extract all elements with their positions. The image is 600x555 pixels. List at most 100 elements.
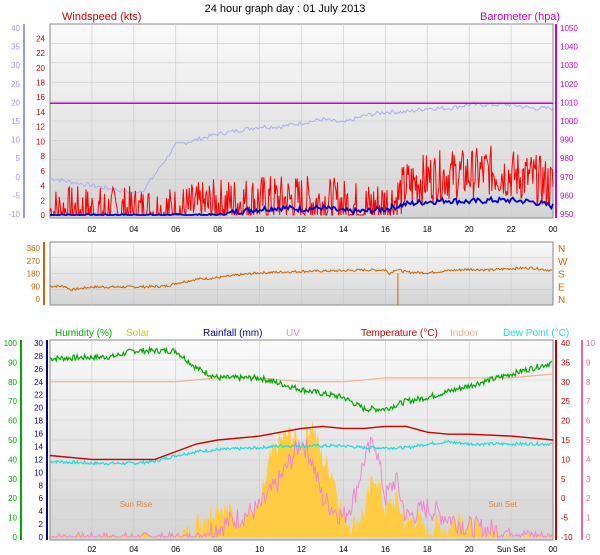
uv-tick: 8 [586, 378, 591, 387]
rain-tick: 18 [34, 417, 43, 426]
uv-tick: 4 [586, 455, 591, 464]
uv-tick: 10 [586, 339, 595, 348]
humidity-tick: 20 [8, 494, 17, 503]
dir-tick: 180 [27, 270, 41, 279]
uv-tick: 9 [586, 358, 591, 367]
baro-tick: 980 [560, 154, 574, 163]
wind-outer-tick: 20 [11, 98, 20, 107]
humidity-tick: 30 [8, 475, 17, 484]
humidity-line [49, 345, 553, 414]
x-tick-bottom: 14 [339, 545, 348, 554]
baro-tick: 990 [560, 136, 574, 145]
rain-tick: 20 [34, 404, 43, 413]
wind-tick: 16 [36, 93, 45, 102]
x-tick-top: 14 [339, 225, 348, 234]
rain-tick: 30 [34, 339, 43, 348]
baro-tick: 1050 [560, 24, 578, 33]
x-tick-top: 02 [87, 225, 96, 234]
rain-tick: 22 [34, 391, 43, 400]
wind-tick: 22 [36, 49, 45, 58]
x-tick-top: 06 [171, 225, 180, 234]
temp-tick: 30 [561, 378, 570, 387]
compass-label: N [558, 295, 565, 306]
wind-tick: 4 [41, 182, 46, 191]
rain-tick: 0 [39, 533, 44, 542]
rain-tick: 6 [39, 494, 44, 503]
baro-tick: 1020 [560, 80, 578, 89]
wind-tick: 20 [36, 64, 45, 73]
rain-tick: 26 [34, 365, 43, 374]
compass-label: N [558, 244, 565, 255]
temp-tick: 5 [561, 475, 566, 484]
x-tick-top: 12 [297, 225, 306, 234]
humidity-tick: 100 [4, 339, 18, 348]
rain-tick: 12 [34, 455, 43, 464]
temp-tick: 35 [561, 358, 570, 367]
wind-tick: 12 [36, 123, 45, 132]
wind-outer-tick: 5 [16, 154, 21, 163]
baro-tick: 1000 [560, 117, 578, 126]
wind-outer-tick: 25 [11, 80, 20, 89]
x-tick-top: 16 [381, 225, 390, 234]
wind-tick: 2 [41, 196, 46, 205]
legend-item: Humidity (%) [55, 328, 112, 339]
temp-tick: 20 [561, 417, 570, 426]
wind-outer-tick: 30 [11, 61, 20, 70]
uv-tick: 2 [586, 494, 591, 503]
x-tick-bottom: 06 [171, 545, 180, 554]
baro-tick: 970 [560, 173, 574, 182]
dir-tick: 90 [31, 282, 40, 291]
baro-axis-title: Barometer (hpa) [480, 11, 560, 23]
humidity-tick: 90 [8, 358, 17, 367]
dir-line [49, 266, 553, 292]
x-tick-bottom: 08 [213, 545, 222, 554]
baro-tick: 1030 [560, 61, 578, 70]
x-tick-bottom: 20 [465, 545, 474, 554]
rain-tick: 10 [34, 468, 43, 477]
baro-tick: 950 [560, 210, 574, 219]
rain-tick: 28 [34, 352, 43, 361]
chart-title: 24 hour graph day : 01 July 2013 [205, 3, 366, 15]
wind-outer-tick: 15 [11, 117, 20, 126]
rain-tick: 2 [39, 520, 44, 529]
humidity-tick: 50 [8, 436, 17, 445]
wind-tick: 14 [36, 108, 45, 117]
baro-tick: 1010 [560, 98, 578, 107]
x-tick-bottom: 16 [381, 545, 390, 554]
baro-tick: 960 [560, 191, 574, 200]
humidity-tick: 40 [8, 455, 17, 464]
wind-outer-tick: 0 [16, 173, 21, 182]
uv-tick: 3 [586, 475, 591, 484]
rain-tick: 16 [34, 430, 43, 439]
temp-tick: 40 [561, 339, 570, 348]
temp-tick: -5 [561, 514, 569, 523]
legend-item: Indoor [450, 328, 479, 339]
dir-tick: 360 [27, 244, 41, 253]
humidity-tick: 0 [13, 533, 18, 542]
humidity-tick: 80 [8, 378, 17, 387]
baro-trend-line [50, 101, 554, 194]
compass-label: E [558, 282, 565, 293]
wind-tick: 0 [41, 211, 46, 220]
uv-tick: 5 [586, 436, 591, 445]
solar-area [50, 419, 553, 537]
uv-tick: 1 [586, 514, 591, 523]
temp-tick: 0 [561, 494, 566, 503]
temp-tick: 15 [561, 436, 570, 445]
x-tick-bottom: 02 [87, 545, 96, 554]
humidity-tick: 10 [8, 514, 17, 523]
x-tick-bottom: 00 [549, 545, 558, 554]
sunrise-label: Sun Rise [120, 500, 153, 509]
x-tick-top: 08 [213, 225, 222, 234]
wind-outer-tick: 40 [11, 24, 20, 33]
x-tick-bottom: 12 [297, 545, 306, 554]
temp-tick: 10 [561, 455, 570, 464]
x-tick-top: 04 [129, 225, 138, 234]
x-tick-bottom: 10 [255, 545, 264, 554]
wind-tick: 24 [36, 34, 45, 43]
x-tick-top: 18 [423, 225, 432, 234]
rain-tick: 8 [39, 481, 44, 490]
uv-tick: 6 [586, 417, 591, 426]
dir-tick: 0 [36, 295, 41, 304]
